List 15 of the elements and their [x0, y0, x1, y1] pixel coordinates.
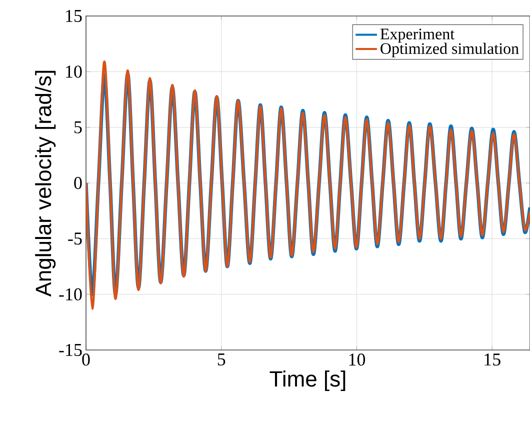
x-tick-label: 10 — [349, 354, 366, 366]
x-tick-label: 0 — [82, 354, 90, 366]
x-tick-label: 5 — [218, 354, 226, 366]
y-tick-label: -5 — [68, 232, 82, 245]
y-tick-label: 15 — [66, 10, 82, 22]
legend-label: Experiment — [380, 28, 454, 43]
y-tick-label: -15 — [59, 344, 82, 356]
y-tick-label: -10 — [59, 288, 82, 300]
x-axis-title: Time [s] — [270, 370, 346, 392]
y-tick-label: 5 — [74, 121, 82, 134]
y-axis-title: Anglular velocity [rad/s] — [35, 70, 56, 297]
y-tick-label: 0 — [74, 176, 82, 190]
legend-label: Optimized simulation — [380, 42, 519, 58]
y-tick-label: 10 — [66, 66, 82, 78]
x-tick-label: 15 — [484, 354, 500, 366]
